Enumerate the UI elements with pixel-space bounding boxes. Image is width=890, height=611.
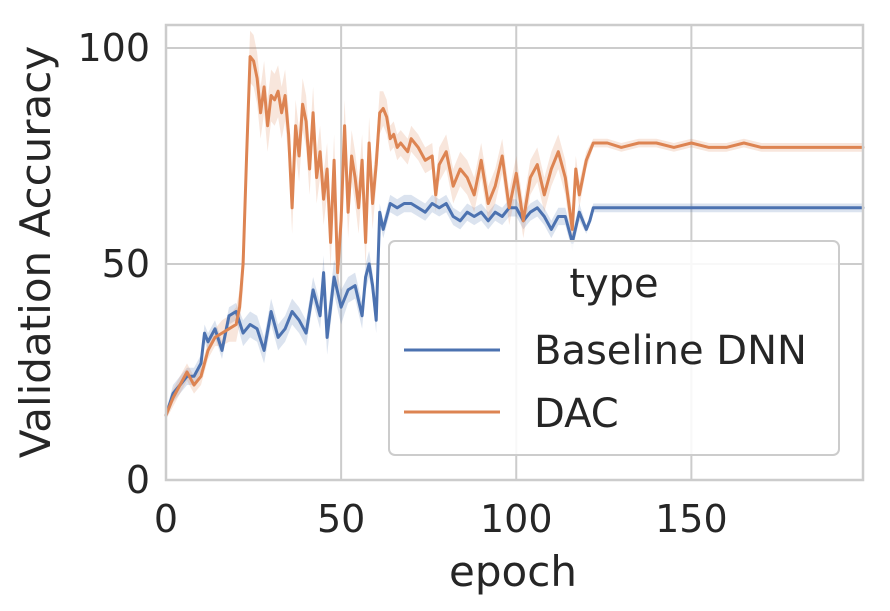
x-tick-label: 0	[154, 497, 178, 541]
y-tick-label: 50	[102, 242, 150, 286]
y-tick-labels: 0 50 100	[77, 26, 150, 502]
legend-box	[388, 240, 840, 456]
series-line-baseline-dnn	[164, 202, 865, 417]
series-lines	[164, 55, 865, 417]
y-tick-label: 100	[77, 26, 150, 70]
x-tick-label: 150	[655, 497, 728, 541]
x-tick-label: 100	[480, 497, 553, 541]
legend: type Baseline DNN DAC	[388, 240, 840, 456]
legend-label-baseline-dnn: Baseline DNN	[534, 328, 807, 374]
y-axis-title: Validation Accuracy	[11, 46, 60, 459]
y-tick-label: 0	[126, 458, 150, 502]
plot-frame	[164, 23, 865, 482]
legend-title: type	[569, 261, 658, 307]
x-tick-labels: 0 50 100 150	[154, 497, 728, 541]
x-axis-title: epoch	[449, 547, 577, 596]
series-line-dac	[164, 55, 865, 417]
x-tick-label: 50	[317, 497, 365, 541]
legend-label-dac: DAC	[534, 391, 619, 437]
